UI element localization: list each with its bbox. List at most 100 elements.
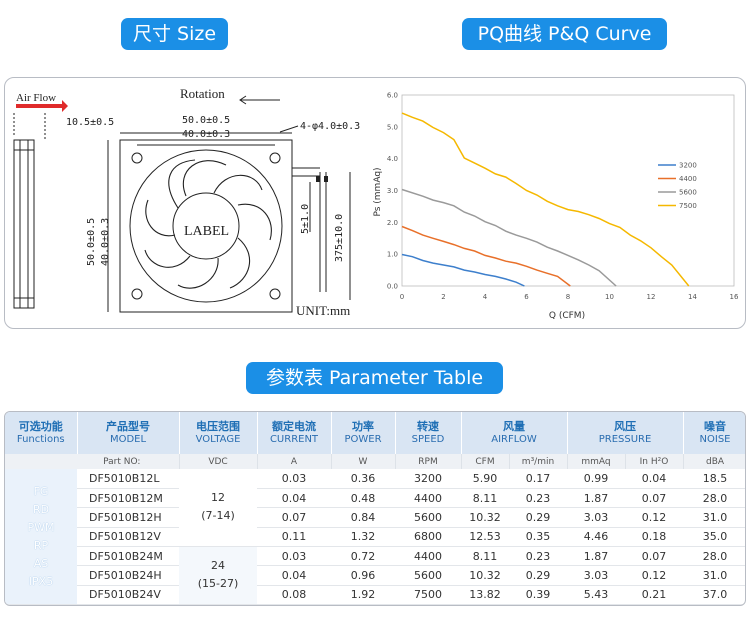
unit-inh2o: In H²O — [625, 454, 684, 469]
unit-m3min: m³/min — [509, 454, 568, 469]
outer-width-dim: 50.0±0.5 — [182, 115, 231, 126]
inh2o-cell: 0.12 — [625, 507, 684, 528]
unit-cfm: CFM — [461, 454, 510, 469]
unit-a: A — [257, 454, 332, 469]
table-row: DF5010B12H 0.07 0.84 5600 10.32 0.29 3.03 0.12 3… — [5, 507, 745, 528]
mmaq-cell: 5.43 — [567, 585, 625, 605]
model-cell: DF5010B24H — [77, 565, 179, 586]
unit-dba: dBA — [683, 454, 745, 469]
size-heading: 尺寸 Size — [121, 18, 228, 50]
current-cell: 0.07 — [257, 507, 331, 528]
power-cell: 0.72 — [331, 546, 395, 567]
hole-width-dim: 40.0±0.3 — [182, 129, 231, 140]
cfm-cell: 10.32 — [461, 565, 509, 586]
speed-cell: 4400 — [395, 546, 461, 567]
outer-height-dim: 50.0±0.5 — [86, 217, 97, 266]
current-cell: 0.04 — [257, 488, 331, 509]
noise-cell: 28.0 — [683, 546, 745, 567]
power-cell: 0.96 — [331, 565, 395, 586]
noise-cell: 18.5 — [683, 469, 745, 489]
inh2o-cell: 0.07 — [625, 546, 684, 567]
m3-cell: 0.17 — [509, 469, 567, 489]
function-item: AS — [33, 556, 49, 570]
function-item: FG — [33, 484, 49, 498]
header-voltage: 电压范围 VOLTAGE — [179, 412, 258, 454]
mmaq-cell: 1.87 — [567, 546, 625, 567]
voltage-cell: 12 (7-14) — [179, 469, 257, 547]
voltage-cell: 24 (15-27) — [179, 546, 257, 605]
unit-w: W — [331, 454, 396, 469]
model-cell: DF5010B12V — [77, 527, 179, 547]
speed-cell: 5600 — [395, 507, 461, 528]
parameter-table: 可选功能 Functions 产品型号 MODEL 电压范围 VOLTAGE 额定电流… — [5, 412, 745, 605]
noise-cell: 37.0 — [683, 585, 745, 605]
current-cell: 0.08 — [257, 585, 331, 605]
table-row: DF5010B24M 24 (15-27) 0.03 0.72 4400 8.11 0.23 1… — [5, 546, 745, 605]
table-row: DF5010B12V 0.11 1.32 6800 12.53 0.35 4.46 0.18 3… — [5, 527, 745, 547]
parameter-table-heading: 参数表 Parameter Table — [246, 362, 503, 394]
header-noise: 噪音 NOISE — [683, 412, 745, 454]
model-cell: DF5010B24V — [77, 585, 179, 605]
function-item: PWM — [27, 520, 55, 534]
noise-cell: 35.0 — [683, 527, 745, 547]
speed-cell: 4400 — [395, 488, 461, 509]
header-airflow: 风量 AIRFLOW — [461, 412, 568, 454]
inh2o-cell: 0.18 — [625, 527, 684, 547]
inh2o-cell: 0.07 — [625, 488, 684, 509]
voltage-range: (7-14) — [201, 509, 235, 523]
unit-part-no: Part NO: — [5, 454, 180, 469]
unit-vdc: VDC — [179, 454, 258, 469]
m3-cell: 0.29 — [509, 507, 567, 528]
noise-cell: 28.0 — [683, 488, 745, 509]
lead-length-dim: 375±10.0 — [334, 213, 345, 262]
m3-cell: 0.35 — [509, 527, 567, 547]
mmaq-cell: 3.03 — [567, 565, 625, 586]
holes-dim: 4-φ4.0±0.3 — [300, 121, 361, 132]
mmaq-cell: 4.46 — [567, 527, 625, 547]
header-pressure: 风压 PRESSURE — [567, 412, 684, 454]
m3-cell: 0.23 — [509, 546, 567, 567]
table-row: DF5010B12M 0.04 0.48 4400 8.11 0.23 1.87 0.07 28… — [5, 488, 745, 509]
table-row: DF5010B24H 0.04 0.96 5600 10.32 0.29 3.03 0.12 3… — [5, 565, 745, 586]
current-cell: 0.03 — [257, 469, 331, 489]
m3-cell: 0.29 — [509, 565, 567, 586]
power-cell: 0.36 — [331, 469, 395, 489]
noise-cell: 31.0 — [683, 565, 745, 586]
power-cell: 1.32 — [331, 527, 395, 547]
speed-cell: 7500 — [395, 585, 461, 605]
strip-length-dim: 5±1.0 — [300, 203, 311, 234]
header-speed: 转速 SPEED — [395, 412, 462, 454]
power-cell: 1.92 — [331, 585, 395, 605]
unit-label: UNIT:mm — [296, 303, 351, 318]
pq-curve-heading: PQ曲线 P&Q Curve — [462, 18, 667, 50]
parameter-table-panel: 可选功能 Functions 产品型号 MODEL 电压范围 VOLTAGE 额定电流… — [4, 411, 746, 606]
power-cell: 0.84 — [331, 507, 395, 528]
speed-cell: 5600 — [395, 565, 461, 586]
cfm-cell: 12.53 — [461, 527, 509, 547]
function-item: RD — [32, 502, 50, 516]
unit-mmaq: mmAq — [567, 454, 626, 469]
model-cell: DF5010B12M — [77, 488, 179, 509]
voltage-nominal: 12 — [211, 491, 225, 505]
mmaq-cell: 0.99 — [567, 469, 625, 489]
speed-cell: 3200 — [395, 469, 461, 489]
cfm-cell: 13.82 — [461, 585, 509, 605]
noise-cell: 31.0 — [683, 507, 745, 528]
header-model: 产品型号 MODEL — [77, 412, 180, 454]
voltage-range: (15-27) — [197, 577, 239, 591]
table-row: DF5010B24V 0.08 1.92 7500 13.82 0.39 5.43 0.21 3… — [5, 585, 745, 605]
voltage-nominal: 24 — [211, 559, 225, 573]
header-power: 功率 POWER — [331, 412, 396, 454]
model-cell: DF5010B12L — [77, 469, 179, 489]
cfm-cell: 10.32 — [461, 507, 509, 528]
spec-panel — [4, 77, 746, 329]
inh2o-cell: 0.12 — [625, 565, 684, 586]
mmaq-cell: 1.87 — [567, 488, 625, 509]
mmaq-cell: 3.03 — [567, 507, 625, 528]
model-cell: DF5010B24M — [77, 546, 179, 567]
inh2o-cell: 0.21 — [625, 585, 684, 605]
power-cell: 0.48 — [331, 488, 395, 509]
current-cell: 0.03 — [257, 546, 331, 567]
model-cell: DF5010B12H — [77, 507, 179, 528]
functions-cell: FG RD PWM RP AS IPX5 — [5, 469, 77, 605]
